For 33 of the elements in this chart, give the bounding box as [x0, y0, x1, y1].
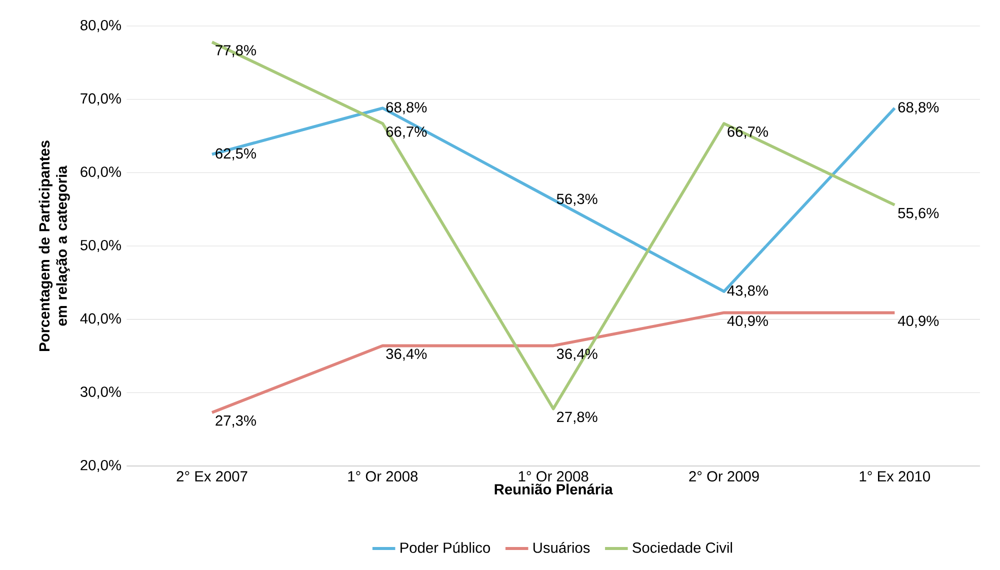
data-label: 43,8% [727, 285, 768, 298]
data-label: 36,4% [386, 348, 427, 361]
x-tick-label: 2° Ex 2007 [176, 471, 248, 482]
data-label: 68,8% [898, 102, 939, 114]
x-tick-label: 1° Ex 2010 [860, 471, 930, 482]
x-tick-label: 1° Or 2008 [348, 471, 418, 482]
data-label: 68,8% [386, 102, 427, 114]
legend-label: Usuários [533, 542, 590, 553]
line-series [210, 40, 896, 410]
data-label: 40,9% [898, 316, 939, 328]
x-axis-title: Reunião Plenária [494, 484, 613, 494]
legend-label: Sociedade Civil [632, 542, 732, 553]
y-tick-label: 80,0% [80, 20, 121, 32]
data-label: 66,7% [728, 126, 768, 139]
y-tick-label: 70,0% [80, 93, 121, 106]
data-label: 56,3% [556, 194, 598, 206]
y-tick-label: 30,0% [80, 386, 121, 399]
data-label: 77,8% [216, 45, 256, 58]
legend-label: Poder Público [400, 542, 490, 553]
y-tick-label: 20,0% [80, 460, 121, 472]
data-label: 66,7% [386, 126, 427, 139]
x-tick-label: 1° Or 2008 [518, 471, 588, 482]
data-label: 36,4% [556, 348, 598, 361]
data-label: 55,6% [898, 208, 939, 220]
y-tick-label: 50,0% [80, 240, 121, 252]
y-tick-label: 40,0% [80, 313, 121, 326]
data-label: 62,5% [216, 148, 256, 160]
data-label: 27,3% [216, 415, 256, 428]
x-tick-label: 2° Or 2009 [689, 471, 759, 482]
data-label: 27,8% [557, 412, 598, 424]
y-axis-title: Porcentagem de Participantes em relação a categoria [38, 140, 70, 351]
data-label: 40,9% [727, 316, 768, 328]
y-tick-label: 60,0% [80, 166, 121, 179]
